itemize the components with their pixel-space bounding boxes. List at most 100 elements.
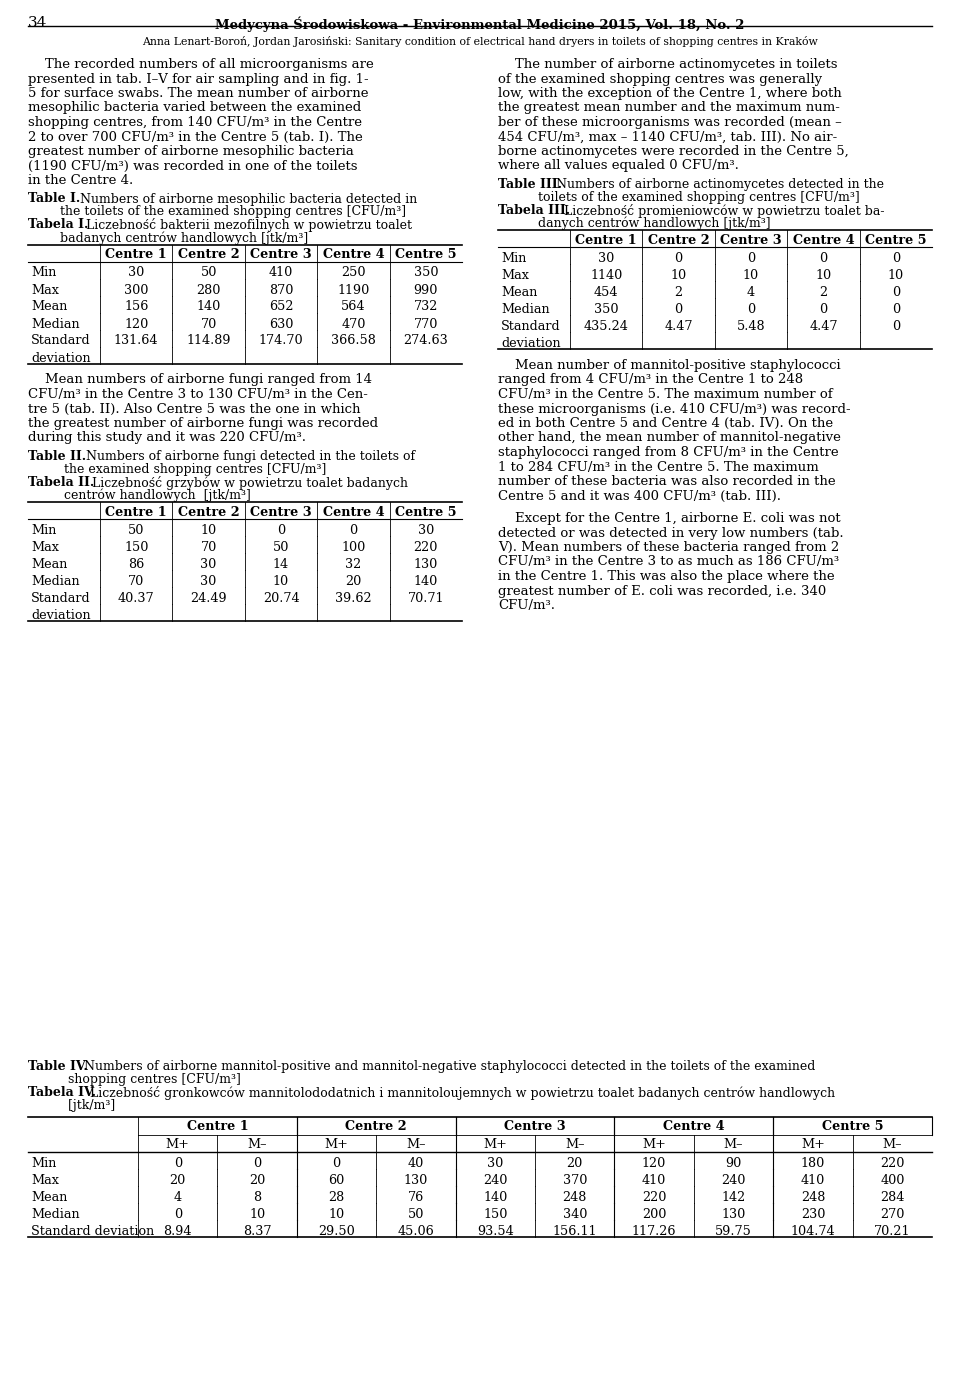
Text: 156: 156	[124, 300, 149, 313]
Text: Centre 4: Centre 4	[323, 506, 384, 520]
Text: 70: 70	[201, 317, 217, 331]
Text: Mean: Mean	[501, 286, 538, 299]
Text: Max: Max	[31, 541, 59, 555]
Text: M–: M–	[724, 1139, 743, 1151]
Text: 29.50: 29.50	[318, 1225, 355, 1238]
Text: CFU/m³ in the Centre 5. The maximum number of: CFU/m³ in the Centre 5. The maximum numb…	[498, 388, 832, 401]
Text: 8: 8	[253, 1192, 261, 1204]
Text: 70.71: 70.71	[408, 592, 444, 605]
Text: 4.47: 4.47	[809, 320, 838, 332]
Text: 20.74: 20.74	[263, 592, 300, 605]
Text: 300: 300	[124, 284, 149, 296]
Text: Table III.: Table III.	[498, 177, 562, 191]
Text: Median: Median	[501, 303, 550, 316]
Text: 250: 250	[341, 267, 366, 279]
Text: Mean: Mean	[31, 557, 67, 571]
Text: 114.89: 114.89	[186, 334, 230, 348]
Text: 220: 220	[642, 1192, 666, 1204]
Text: 90: 90	[726, 1157, 742, 1171]
Text: Centre 5: Centre 5	[396, 506, 457, 520]
Text: Standard: Standard	[31, 592, 90, 605]
Text: 652: 652	[269, 300, 293, 313]
Text: 150: 150	[124, 541, 149, 555]
Text: Median: Median	[31, 1208, 80, 1221]
Text: M+: M+	[166, 1139, 190, 1151]
Text: Table IV.: Table IV.	[28, 1060, 88, 1073]
Text: Standard: Standard	[501, 320, 561, 332]
Text: 120: 120	[124, 317, 149, 331]
Text: 174.70: 174.70	[258, 334, 303, 348]
Text: 2 to over 700 CFU/m³ in the Centre 5 (tab. I). The: 2 to over 700 CFU/m³ in the Centre 5 (ta…	[28, 130, 363, 144]
Text: Tabela I.: Tabela I.	[28, 218, 88, 232]
Text: 5.48: 5.48	[736, 320, 765, 332]
Text: Mean number of mannitol-positive staphylococci: Mean number of mannitol-positive staphyl…	[498, 359, 841, 372]
Text: 86: 86	[128, 557, 144, 571]
Text: 100: 100	[341, 541, 366, 555]
Text: 0: 0	[174, 1208, 181, 1221]
Text: 93.54: 93.54	[477, 1225, 514, 1238]
Text: Numbers of airborne fungi detected in the toilets of: Numbers of airborne fungi detected in th…	[82, 450, 415, 462]
Text: Median: Median	[31, 576, 80, 588]
Text: 130: 130	[414, 557, 438, 571]
Text: the toilets of the examined shopping centres [CFU/m³]: the toilets of the examined shopping cen…	[28, 205, 406, 218]
Text: the greatest mean number and the maximum num-: the greatest mean number and the maximum…	[498, 102, 840, 115]
Text: 30: 30	[201, 557, 217, 571]
Text: 870: 870	[269, 284, 293, 296]
Text: Tabela III.: Tabela III.	[498, 204, 570, 217]
Text: Centre 1: Centre 1	[106, 506, 167, 520]
Text: M+: M+	[642, 1139, 666, 1151]
Text: Min: Min	[31, 524, 57, 536]
Text: greatest number of airborne mesophilic bacteria: greatest number of airborne mesophilic b…	[28, 145, 354, 158]
Text: 284: 284	[880, 1192, 904, 1204]
Text: 30: 30	[598, 251, 614, 265]
Text: 280: 280	[197, 284, 221, 296]
Text: (1190 CFU/m³) was recorded in one of the toilets: (1190 CFU/m³) was recorded in one of the…	[28, 159, 357, 172]
Text: Mean numbers of airborne fungi ranged from 14: Mean numbers of airborne fungi ranged fr…	[28, 373, 372, 387]
Text: 59.75: 59.75	[715, 1225, 752, 1238]
Text: 45.06: 45.06	[397, 1225, 434, 1238]
Text: 0: 0	[349, 524, 357, 536]
Text: 76: 76	[408, 1192, 424, 1204]
Text: toilets of the examined shopping centres [CFU/m³]: toilets of the examined shopping centres…	[498, 191, 860, 204]
Text: The number of airborne actinomycetes in toilets: The number of airborne actinomycetes in …	[498, 59, 837, 71]
Text: 130: 130	[721, 1208, 746, 1221]
Text: 40: 40	[408, 1157, 424, 1171]
Text: shopping centres [CFU/m³]: shopping centres [CFU/m³]	[28, 1073, 241, 1085]
Text: 2: 2	[675, 286, 683, 299]
Text: Anna Lenart-Boroń, Jordan Jarosiński: Sanitary condition of electrical hand drye: Anna Lenart-Boroń, Jordan Jarosiński: Sa…	[142, 36, 818, 47]
Text: Liczebność bakterii mezofilnych w powietrzu toalet: Liczebność bakterii mezofilnych w powiet…	[82, 218, 412, 232]
Text: deviation: deviation	[501, 337, 561, 351]
Text: 30: 30	[201, 576, 217, 588]
Text: 70: 70	[201, 541, 217, 555]
Text: 10: 10	[249, 1208, 265, 1221]
Text: 30: 30	[418, 524, 434, 536]
Text: 20: 20	[249, 1173, 265, 1187]
Text: 410: 410	[269, 267, 293, 279]
Text: 350: 350	[414, 267, 438, 279]
Text: 564: 564	[341, 300, 366, 313]
Text: Liczebność gronkowców mannitolododatnich i mannitoloujemnych w powietrzu toalet : Liczebność gronkowców mannitolododatnich…	[86, 1085, 835, 1099]
Text: during this study and it was 220 CFU/m³.: during this study and it was 220 CFU/m³.	[28, 432, 306, 444]
Text: 10: 10	[273, 576, 289, 588]
Text: 20: 20	[566, 1157, 583, 1171]
Text: M–: M–	[882, 1139, 902, 1151]
Text: low, with the exception of the Centre 1, where both: low, with the exception of the Centre 1,…	[498, 87, 842, 101]
Text: 0: 0	[675, 303, 683, 316]
Text: 130: 130	[404, 1173, 428, 1187]
Text: 410: 410	[801, 1173, 825, 1187]
Text: borne actinomycetes were recorded in the Centre 5,: borne actinomycetes were recorded in the…	[498, 145, 849, 158]
Text: deviation: deviation	[31, 609, 90, 622]
Text: 131.64: 131.64	[114, 334, 158, 348]
Text: 70: 70	[128, 576, 144, 588]
Text: 30: 30	[128, 267, 144, 279]
Text: Tabela IV.: Tabela IV.	[28, 1085, 96, 1099]
Text: Max: Max	[31, 1173, 59, 1187]
Text: 8.37: 8.37	[243, 1225, 272, 1238]
Text: 0: 0	[892, 251, 900, 265]
Text: the examined shopping centres [CFU/m³]: the examined shopping centres [CFU/m³]	[28, 462, 326, 476]
Text: Centre 2: Centre 2	[346, 1120, 407, 1133]
Text: 990: 990	[414, 284, 438, 296]
Text: Min: Min	[501, 251, 526, 265]
Text: 10: 10	[743, 270, 759, 282]
Text: in the Centre 1. This was also the place where the: in the Centre 1. This was also the place…	[498, 570, 834, 583]
